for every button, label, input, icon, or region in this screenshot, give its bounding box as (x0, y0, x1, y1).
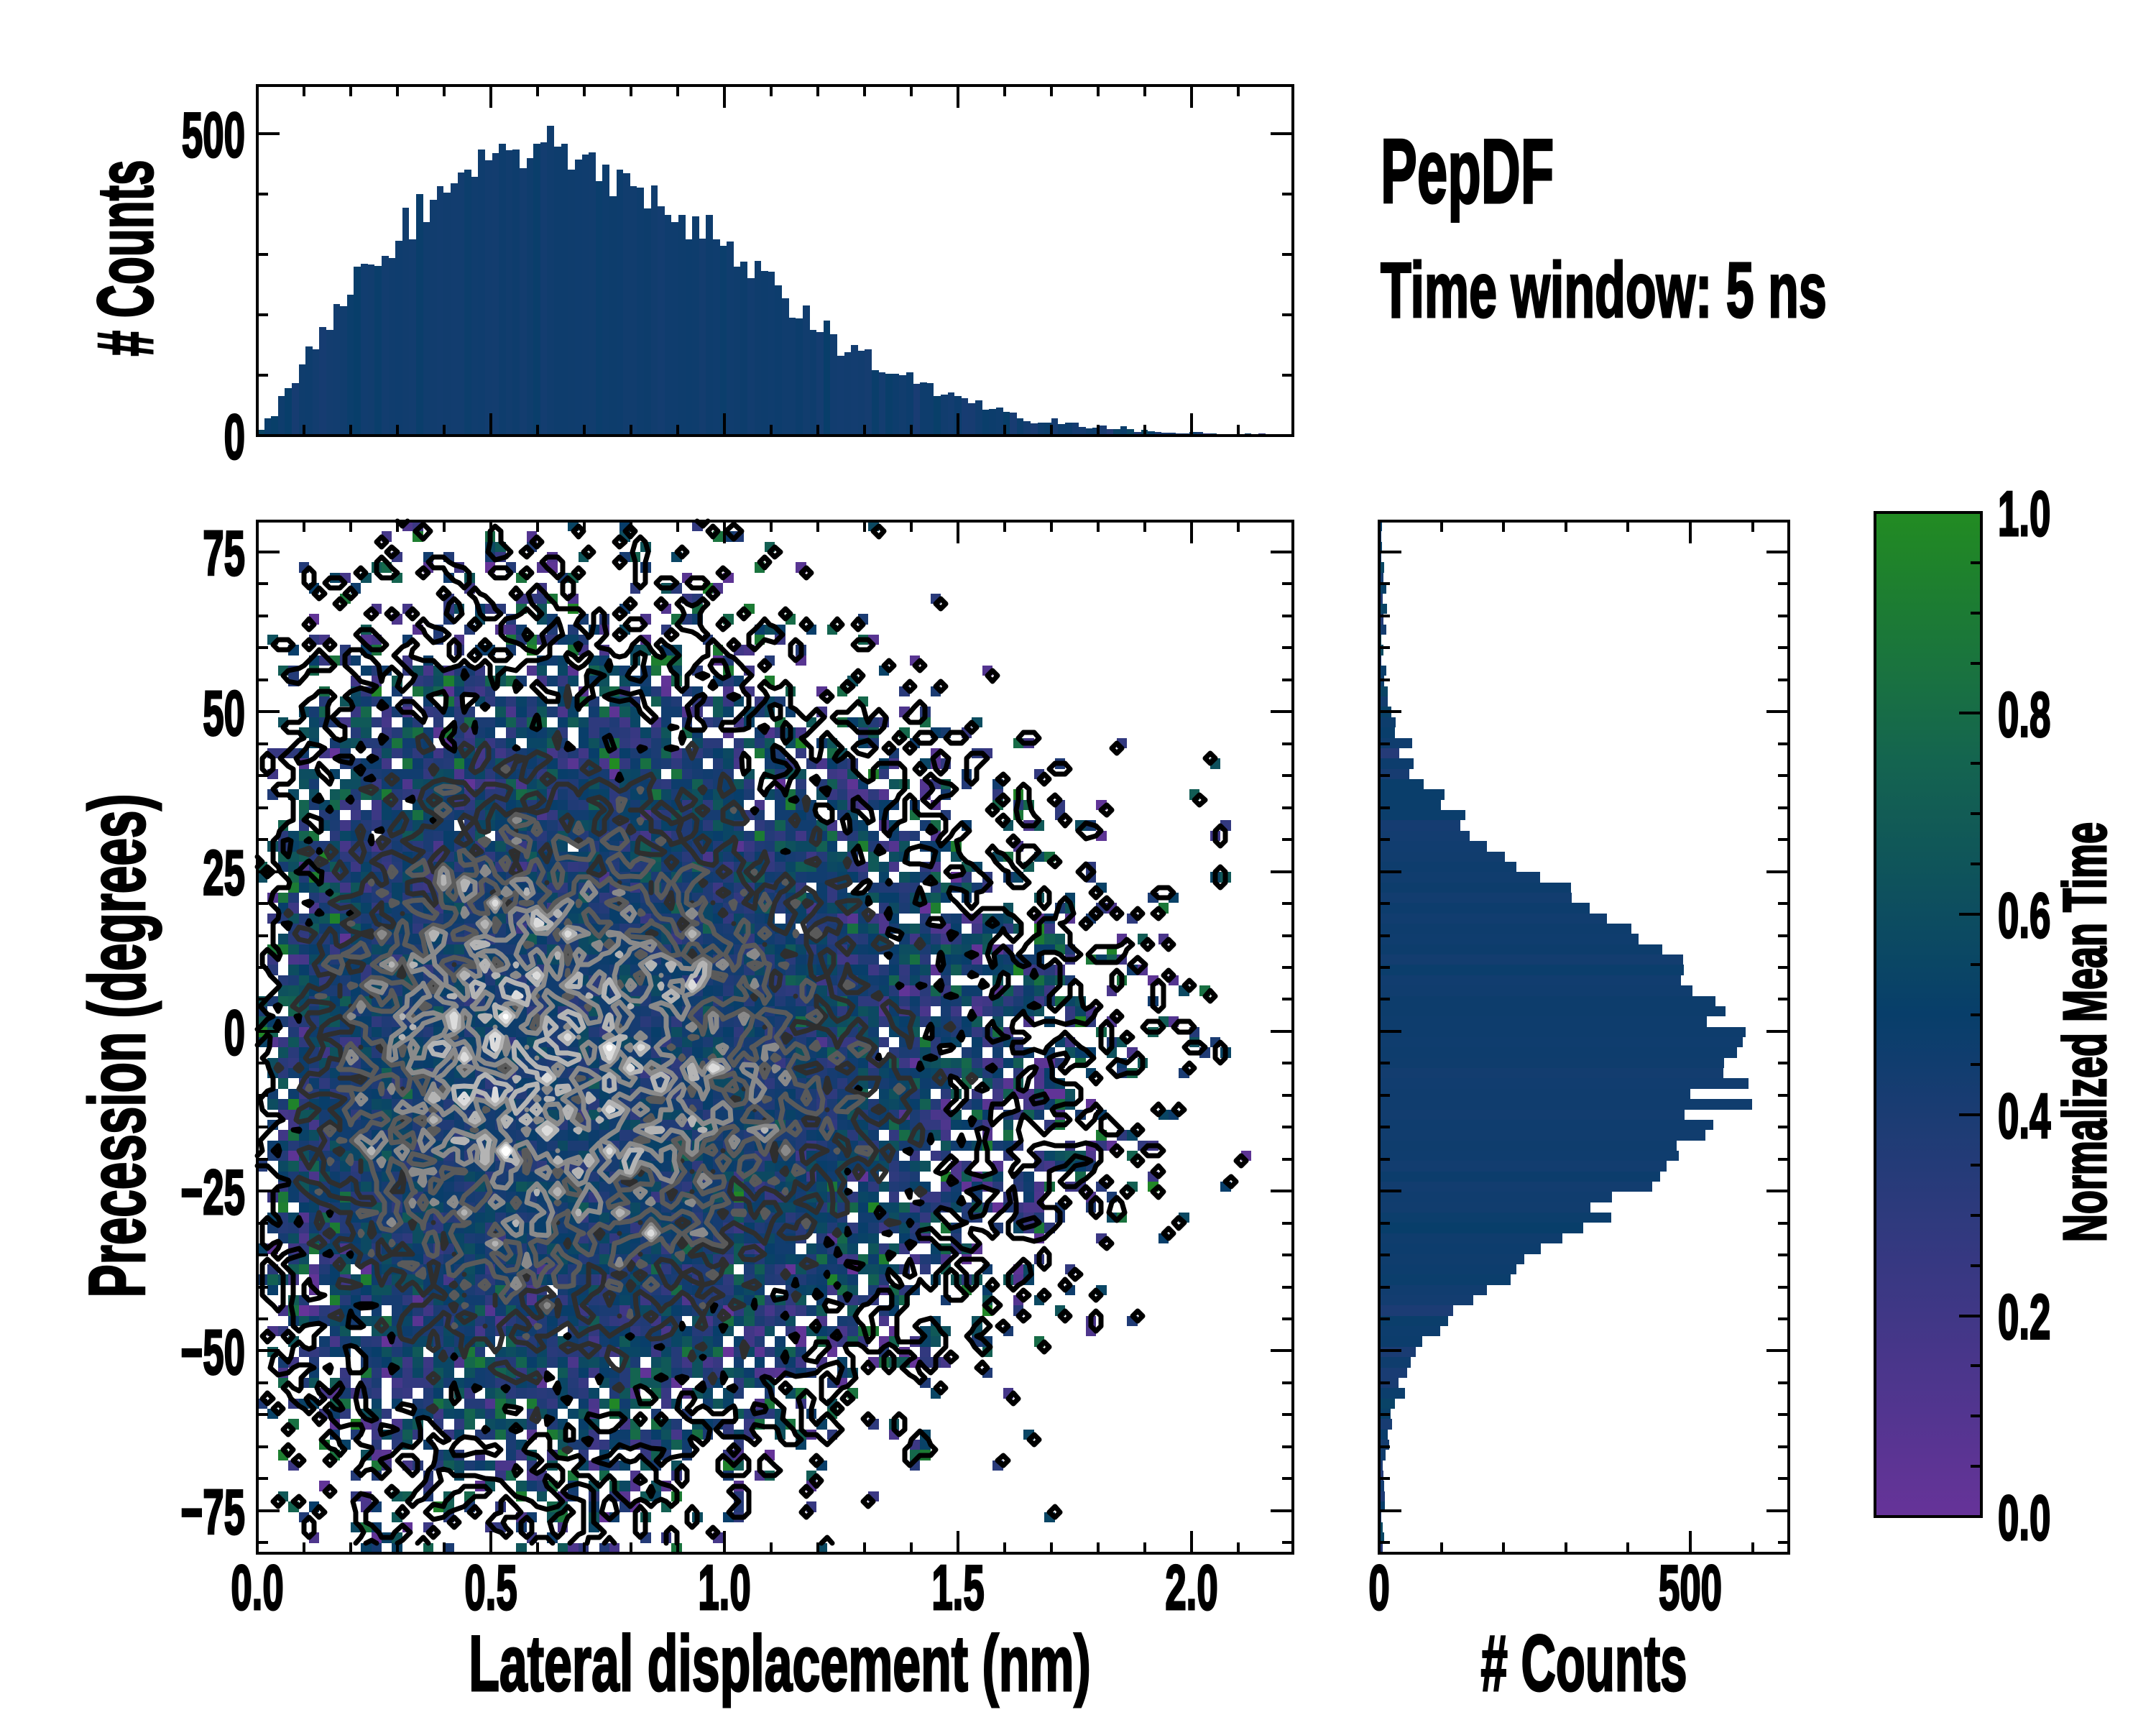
svg-text:# Counts: # Counts (1480, 1620, 1687, 1708)
svg-text:75: 75 (203, 518, 245, 589)
svg-text:0.4: 0.4 (1998, 1081, 2050, 1151)
svg-text:1.0: 1.0 (698, 1552, 750, 1623)
svg-text:1.5: 1.5 (931, 1552, 984, 1623)
svg-text:0: 0 (1368, 1552, 1389, 1623)
svg-text:50: 50 (203, 678, 245, 749)
svg-text:# Counts: # Counts (82, 160, 170, 356)
svg-text:1.0: 1.0 (1998, 479, 2050, 549)
svg-text:500: 500 (1659, 1552, 1722, 1623)
svg-text:0.0: 0.0 (231, 1552, 283, 1623)
svg-text:Lateral displacement (nm): Lateral displacement (nm) (469, 1619, 1090, 1708)
svg-text:−25: −25 (180, 1157, 245, 1228)
svg-text:0.2: 0.2 (1998, 1282, 2050, 1353)
svg-text:0.8: 0.8 (1998, 680, 2050, 750)
svg-text:25: 25 (203, 838, 245, 908)
svg-text:2.0: 2.0 (1165, 1552, 1217, 1623)
svg-text:0.6: 0.6 (1998, 880, 2050, 951)
svg-text:Normalized Mean Time: Normalized Mean Time (2051, 822, 2119, 1242)
svg-text:0.5: 0.5 (464, 1552, 517, 1623)
svg-text:0: 0 (224, 998, 245, 1068)
svg-text:−50: −50 (180, 1317, 245, 1388)
svg-text:0.0: 0.0 (1998, 1483, 2050, 1553)
svg-text:PepDF: PepDF (1381, 121, 1554, 223)
svg-text:−75: −75 (180, 1477, 245, 1547)
svg-text:0: 0 (224, 402, 245, 472)
svg-text:Time window: 5 ns: Time window: 5 ns (1381, 247, 1827, 334)
svg-text:500: 500 (182, 100, 245, 170)
svg-text:Precession (degrees): Precession (degrees) (74, 794, 162, 1298)
